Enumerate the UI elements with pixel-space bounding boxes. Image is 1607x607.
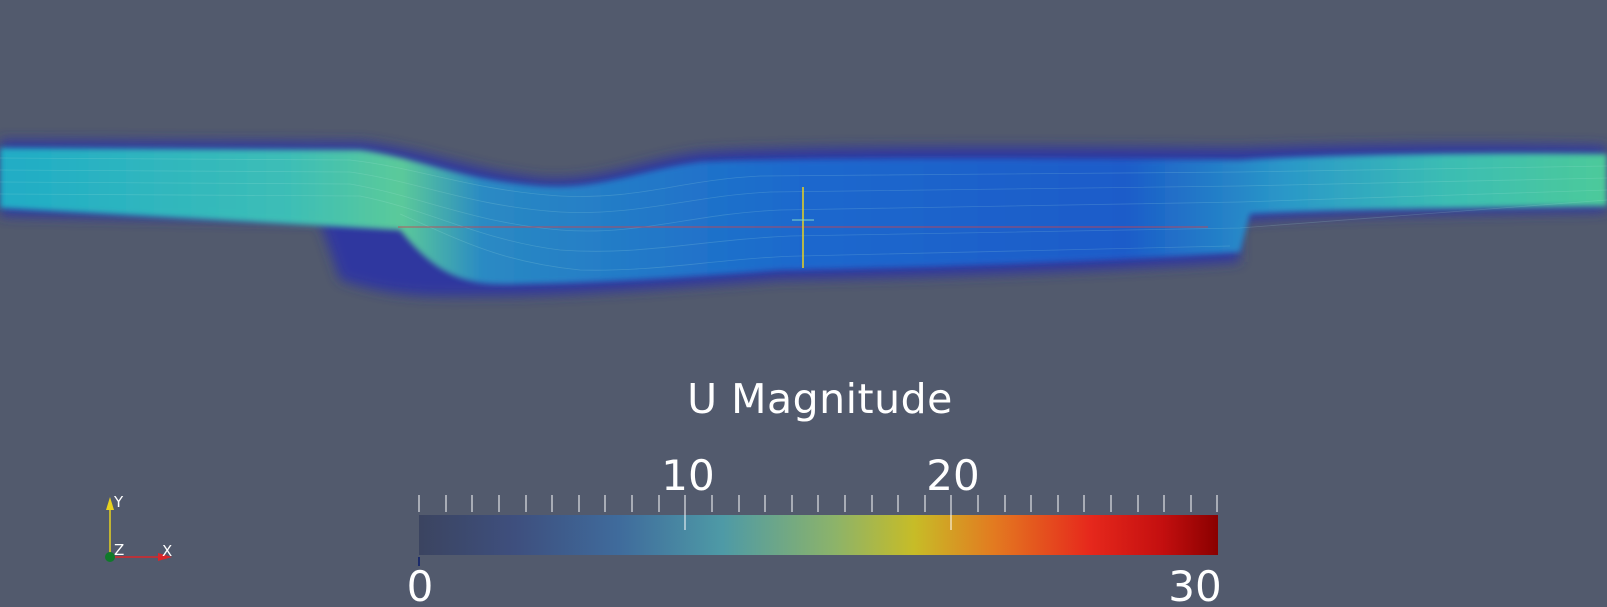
colorbar-min-label: 0 xyxy=(406,562,434,607)
z-axis-label: Z xyxy=(114,541,125,559)
colorbar-tick-label-10: 10 xyxy=(661,451,715,500)
colorbar-ticks xyxy=(418,495,1218,530)
colorbar-max-label: 30 xyxy=(1168,562,1222,607)
y-axis-label: Y xyxy=(114,493,124,511)
colorbar-title: U Magnitude xyxy=(687,375,953,423)
streamlines xyxy=(0,157,1607,271)
colorbar-tick-label-20: 20 xyxy=(926,451,980,500)
z-axis-dot-icon xyxy=(105,552,115,562)
colorbar-gradient xyxy=(419,515,1218,555)
x-axis-label: X xyxy=(162,542,173,560)
colorbar xyxy=(418,495,1218,566)
y-axis-arrow-icon xyxy=(106,497,114,510)
orientation-axes xyxy=(105,497,172,562)
x-axis-arrow-icon xyxy=(158,553,172,561)
